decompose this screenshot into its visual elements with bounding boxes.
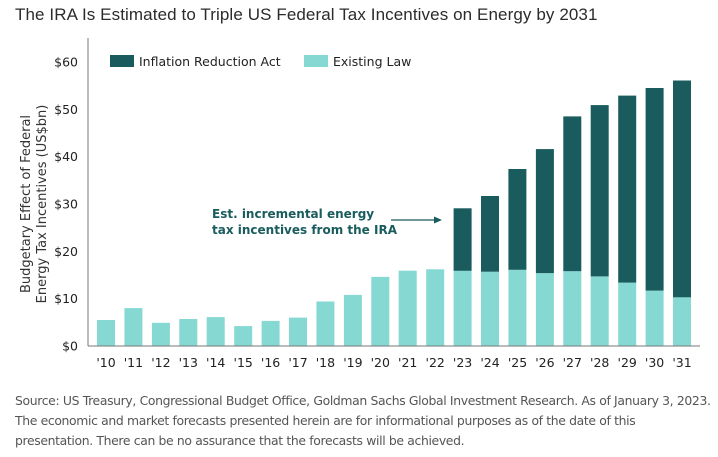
annotation-line-2: tax incentives from the IRA bbox=[212, 223, 398, 237]
x-tick-label: '11 bbox=[124, 355, 143, 370]
x-tick-label: '19 bbox=[343, 355, 362, 370]
y-tick-label: $0 bbox=[62, 339, 78, 354]
bar-inflation-reduction-act bbox=[535, 149, 554, 274]
legend: Inflation Reduction Act Existing Law bbox=[110, 54, 411, 69]
bar-existing-law bbox=[590, 276, 609, 346]
bar-inflation-reduction-act bbox=[481, 196, 499, 272]
bar-existing-law bbox=[645, 290, 664, 346]
x-tick-label: '12 bbox=[151, 355, 170, 370]
bar-existing-law bbox=[289, 317, 307, 346]
bar-existing-law bbox=[673, 297, 691, 346]
x-tick-label: '15 bbox=[234, 355, 253, 370]
bar-existing-law bbox=[426, 269, 445, 346]
bar-inflation-reduction-act bbox=[453, 208, 472, 271]
x-tick-label: '28 bbox=[590, 355, 609, 370]
x-tick-label: '30 bbox=[645, 355, 664, 370]
y-tick-label: $10 bbox=[54, 291, 78, 306]
x-axis-ticks: '10 '11 '12 '13 '14 '15 '16 '17 '18 '19 '20 '21 '22 '… bbox=[96, 355, 691, 370]
y-axis-label-line-2: Energy Tax Incentives (US$bn) bbox=[35, 105, 50, 304]
legend-swatch-ira bbox=[110, 55, 134, 67]
bar-existing-law bbox=[206, 317, 225, 346]
x-tick-label: '14 bbox=[206, 355, 225, 370]
bar-existing-law bbox=[261, 320, 280, 346]
bar-inflation-reduction-act bbox=[645, 88, 664, 291]
bar-existing-law bbox=[97, 320, 115, 346]
bar-existing-law bbox=[481, 271, 499, 346]
bar-existing-law bbox=[316, 301, 335, 346]
bar-existing-law bbox=[535, 273, 554, 346]
chart-title: The IRA Is Estimated to Triple US Federa… bbox=[15, 5, 598, 24]
x-tick-label: '18 bbox=[316, 355, 335, 370]
bar-inflation-reduction-act bbox=[618, 95, 637, 283]
y-axis-label-line-1: Budgetary Effect of Federal bbox=[19, 115, 34, 293]
bar-existing-law bbox=[343, 294, 362, 346]
bar-existing-law bbox=[618, 282, 637, 346]
annotation: Est. incremental energy tax incentives f… bbox=[212, 207, 442, 237]
x-tick-label: '31 bbox=[672, 355, 691, 370]
bar-existing-law bbox=[371, 276, 390, 346]
bar-existing-law bbox=[453, 270, 472, 346]
chart-svg: Budgetary Effect of Federal Energy Tax I… bbox=[19, 38, 700, 370]
x-tick-label: '29 bbox=[618, 355, 637, 370]
bar-inflation-reduction-act bbox=[673, 80, 691, 298]
x-tick-label: '17 bbox=[288, 355, 307, 370]
y-axis-label: Budgetary Effect of Federal Energy Tax I… bbox=[19, 105, 50, 304]
y-tick-label: $30 bbox=[54, 197, 78, 212]
bars bbox=[97, 80, 691, 346]
x-tick-label: '27 bbox=[563, 355, 582, 370]
bar-existing-law bbox=[508, 269, 527, 346]
y-tick-label: $60 bbox=[54, 55, 78, 70]
x-tick-label: '21 bbox=[398, 355, 417, 370]
bar-existing-law bbox=[151, 322, 170, 346]
bar-existing-law bbox=[398, 270, 417, 346]
y-axis-ticks: $0 $10 $20 $30 $40 $50 $60 bbox=[54, 55, 78, 354]
annotation-line-1: Est. incremental energy bbox=[212, 207, 374, 221]
legend-swatch-existing bbox=[304, 55, 328, 67]
legend-label-existing: Existing Law bbox=[333, 54, 411, 69]
bar-inflation-reduction-act bbox=[590, 105, 609, 277]
x-tick-label: '22 bbox=[426, 355, 445, 370]
x-tick-label: '13 bbox=[179, 355, 198, 370]
x-tick-label: '16 bbox=[261, 355, 280, 370]
bar-inflation-reduction-act bbox=[563, 116, 582, 272]
x-tick-label: '25 bbox=[508, 355, 527, 370]
y-tick-label: $20 bbox=[54, 244, 78, 259]
x-tick-label: '26 bbox=[535, 355, 554, 370]
annotation-arrow-head bbox=[434, 216, 442, 224]
legend-label-ira: Inflation Reduction Act bbox=[139, 54, 281, 69]
x-tick-label: '10 bbox=[96, 355, 115, 370]
bar-existing-law bbox=[124, 308, 143, 346]
y-tick-label: $50 bbox=[54, 102, 78, 117]
x-tick-label: '23 bbox=[453, 355, 472, 370]
bar-existing-law bbox=[179, 319, 198, 346]
bar-inflation-reduction-act bbox=[508, 169, 527, 270]
bar-existing-law bbox=[563, 271, 582, 346]
x-tick-label: '24 bbox=[480, 355, 499, 370]
x-tick-label: '20 bbox=[371, 355, 390, 370]
source-note: Source: US Treasury, Congressional Budge… bbox=[15, 393, 711, 448]
y-tick-label: $40 bbox=[54, 149, 78, 164]
bar-existing-law bbox=[234, 326, 253, 346]
